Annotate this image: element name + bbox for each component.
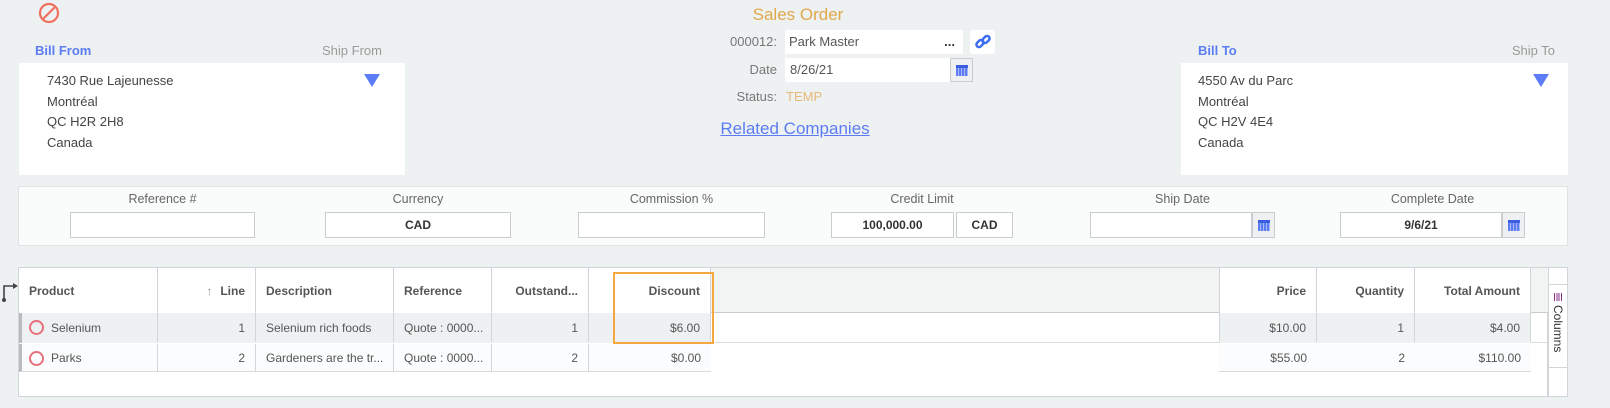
currency-label: Currency xyxy=(392,192,444,206)
cell-product: Selenium xyxy=(19,313,158,342)
status-value: TEMP xyxy=(786,89,823,104)
cell-line: 2 xyxy=(158,344,256,372)
date-picker-button[interactable] xyxy=(950,58,973,82)
columns-panel-button[interactable]: Columns xyxy=(1548,284,1568,368)
discount-highlight xyxy=(613,272,714,344)
address-dropdown-icon[interactable] xyxy=(1533,74,1549,87)
ship-from-tab[interactable]: Ship From xyxy=(322,43,382,58)
column-header-description[interactable]: Description xyxy=(256,268,394,313)
cell-description: Gardeners are the tr... xyxy=(256,344,394,372)
cell-reference: Quote : 0000... xyxy=(394,313,492,342)
complete-date-input[interactable]: 9/6/21 xyxy=(1340,212,1502,238)
expand-grid-icon[interactable] xyxy=(0,283,18,303)
customer-field[interactable]: Park Master ... xyxy=(785,30,963,54)
cell-outstanding: 1 xyxy=(492,313,589,342)
order-number: 000012: xyxy=(730,34,777,49)
cell-price: $55.00 xyxy=(1270,351,1307,365)
cell-discount: $0.00 xyxy=(670,351,701,365)
cell-reference: Quote : 0000... xyxy=(394,344,492,372)
calendar-icon xyxy=(955,64,968,76)
reference-label: Reference # xyxy=(128,192,197,206)
date-label: Date xyxy=(749,62,777,77)
column-label: Line xyxy=(220,283,245,298)
cell-total: $4.00 xyxy=(1415,313,1531,342)
bill-from-address: 7430 Rue Lajeunesse Montréal QC H2R 2H8 … xyxy=(19,63,405,175)
commission-input[interactable] xyxy=(578,212,765,238)
address-line: 7430 Rue Lajeunesse xyxy=(47,73,174,88)
table-row[interactable]: Parks 2 Gardeners are the tr... Quote : … xyxy=(19,344,1549,372)
address-line: Canada xyxy=(47,134,93,150)
cell-description: Selenium rich foods xyxy=(256,313,394,342)
customer-lookup-button[interactable]: ... xyxy=(944,34,955,49)
credit-currency-input[interactable]: CAD xyxy=(956,212,1013,238)
address-dropdown-icon[interactable] xyxy=(364,74,380,87)
column-header-price[interactable]: Price xyxy=(1219,268,1317,313)
columns-label: Columns xyxy=(1551,305,1565,353)
column-header-line[interactable]: ↑ Line xyxy=(158,268,256,313)
commission-label: Commission % xyxy=(629,192,714,206)
bill-to-address: 4550 Av du Parc Montréal QC H2V 4E4 Cana… xyxy=(1181,63,1568,175)
ship-date-input[interactable] xyxy=(1090,212,1252,238)
order-fields-panel xyxy=(18,186,1568,246)
related-companies-link[interactable]: Related Companies xyxy=(720,119,870,138)
link-button[interactable] xyxy=(970,30,995,54)
cell-line: 1 xyxy=(158,313,256,342)
reference-input[interactable] xyxy=(70,212,255,238)
date-field[interactable]: 8/26/21 xyxy=(785,58,950,82)
address-line: QC H2V 4E4 xyxy=(1198,114,1274,129)
cell-quantity: 2 xyxy=(1398,351,1405,365)
link-icon xyxy=(974,34,991,49)
status-circle-icon xyxy=(29,320,44,335)
cancel-order-icon[interactable] xyxy=(38,2,60,24)
cell-product: Parks xyxy=(19,344,158,372)
table-row[interactable]: Selenium 1 Selenium rich foods Quote : 0… xyxy=(19,313,1549,343)
credit-limit-label: Credit Limit xyxy=(890,192,954,206)
order-lines-grid: Product ↑ Line Description Reference Outs… xyxy=(18,267,1549,397)
column-header-reference[interactable]: Reference xyxy=(394,268,492,313)
column-header-outstanding[interactable]: Outstand... xyxy=(492,268,589,313)
ship-date-label: Ship Date xyxy=(1155,192,1210,206)
bill-to-tab[interactable]: Bill To xyxy=(1198,43,1237,58)
address-line: Montréal xyxy=(47,93,98,109)
address-line: Montréal xyxy=(1198,93,1249,109)
column-header-discount[interactable]: Discount xyxy=(589,268,711,313)
address-line: 4550 Av du Parc xyxy=(1198,73,1294,88)
page-title: Sales Order xyxy=(752,5,844,24)
grid-header: Product ↑ Line Description Reference Outs… xyxy=(19,268,1549,313)
complete-date-picker-button[interactable] xyxy=(1502,212,1525,238)
status-circle-icon xyxy=(29,350,44,366)
ship-date-picker-button[interactable] xyxy=(1252,212,1275,238)
column-header-quantity[interactable]: Quantity xyxy=(1317,268,1415,313)
address-line: QC H2R 2H8 xyxy=(47,114,124,129)
calendar-icon xyxy=(1257,219,1270,231)
columns-icon xyxy=(1554,293,1562,301)
status-label: Status: xyxy=(736,89,777,104)
credit-limit-input[interactable]: 100,000.00 xyxy=(831,212,954,238)
cell-quantity: 1 xyxy=(1317,313,1415,342)
currency-input[interactable]: CAD xyxy=(325,212,511,238)
column-header-total[interactable]: Total Amount xyxy=(1415,268,1531,313)
cell-total: $110.00 xyxy=(1478,351,1522,365)
cell-outstanding: 2 xyxy=(492,344,589,372)
cell-price: $10.00 xyxy=(1219,313,1317,342)
complete-date-label: Complete Date xyxy=(1390,192,1475,206)
calendar-icon xyxy=(1507,219,1520,231)
address-line: Canada xyxy=(1198,134,1244,150)
customer-name: Park Master xyxy=(789,34,860,49)
bill-from-tab[interactable]: Bill From xyxy=(35,43,92,58)
ship-to-tab[interactable]: Ship To xyxy=(1511,43,1555,58)
sort-ascending-icon: ↑ xyxy=(206,283,213,298)
cell-discount: $6.00 xyxy=(589,313,711,342)
column-header-product[interactable]: Product xyxy=(19,268,158,313)
